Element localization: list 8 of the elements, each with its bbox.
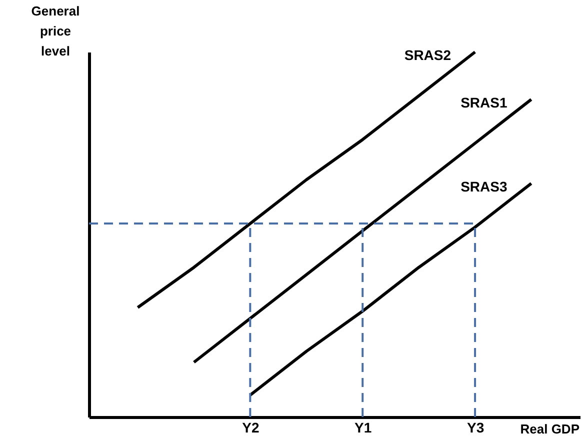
y-axis-title: General price level bbox=[31, 4, 80, 58]
series-label: SRAS2 bbox=[404, 47, 452, 63]
x-tick-label: Y1 bbox=[354, 420, 372, 436]
x-axis-title: Real GDP bbox=[520, 422, 580, 436]
series-label: SRAS1 bbox=[460, 94, 508, 110]
series-label: SRAS3 bbox=[460, 178, 508, 194]
x-tick-label: Y2 bbox=[242, 420, 260, 436]
x-tick-label: Y3 bbox=[466, 420, 484, 436]
